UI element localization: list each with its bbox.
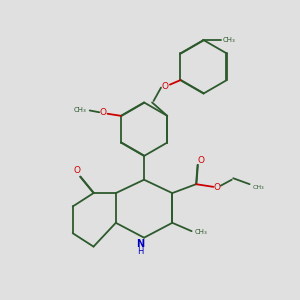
Text: N: N: [136, 239, 145, 249]
Text: O: O: [100, 108, 106, 117]
Text: O: O: [162, 82, 169, 91]
Text: CH₃: CH₃: [253, 185, 264, 190]
Text: O: O: [197, 156, 204, 165]
Text: CH₃: CH₃: [74, 107, 87, 113]
Text: H: H: [137, 247, 144, 256]
Text: CH₃: CH₃: [195, 229, 207, 235]
Text: CH₃: CH₃: [223, 37, 236, 43]
Text: O: O: [213, 183, 220, 192]
Text: O: O: [73, 166, 80, 175]
